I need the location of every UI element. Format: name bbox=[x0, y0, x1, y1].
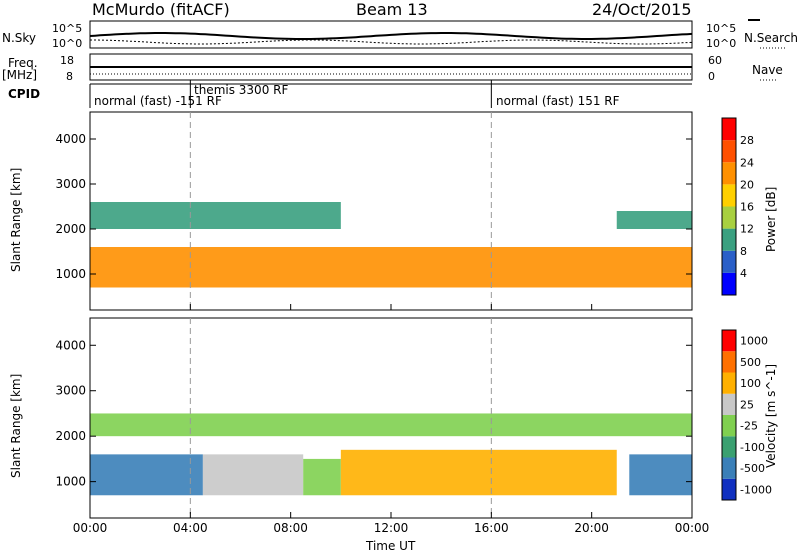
velocity-ytick-label-2: 2000 bbox=[55, 429, 86, 443]
velocity-colorbar-cell-3 bbox=[722, 436, 736, 458]
power-band-1 bbox=[90, 247, 692, 288]
velocity-colorbar-tick-6: -100 bbox=[740, 441, 765, 454]
velocity-colorbar-cell-2 bbox=[722, 457, 736, 479]
station-title: McMurdo (fitACF) bbox=[92, 0, 230, 19]
power-colorbar-cell-8 bbox=[722, 118, 736, 141]
power-colorbar-tick-5: 20 bbox=[740, 178, 754, 191]
power-ytick-label-3: 3000 bbox=[55, 177, 86, 191]
nave-tick-low: 0 bbox=[708, 70, 715, 83]
power-colorbar-tick-7: 28 bbox=[740, 134, 754, 147]
power-ytick-label-4: 4000 bbox=[55, 132, 86, 146]
x-tick-label-2: 04:00 bbox=[173, 521, 208, 535]
velocity-band-2 bbox=[202, 454, 304, 496]
velocity-colorbar-tick-1: 1000 bbox=[740, 335, 768, 348]
power-colorbar-tick-2: 8 bbox=[740, 245, 747, 258]
freq-tick-low: 8 bbox=[66, 70, 73, 83]
freq-label: Freq. bbox=[8, 56, 38, 70]
velocity-ytick-label-3: 3000 bbox=[55, 384, 86, 398]
cpid-label: CPID bbox=[8, 87, 41, 101]
power-band-2 bbox=[90, 202, 341, 229]
velocity-colorbar-tick-5: -25 bbox=[740, 420, 758, 433]
x-tick-label-7: 00:00 bbox=[675, 521, 710, 535]
nsky-tick-low: 10^0 bbox=[52, 37, 83, 50]
power-band-3 bbox=[616, 211, 692, 229]
velocity-colorbar-tick-8: -1000 bbox=[740, 483, 772, 496]
velocity-band-6 bbox=[90, 413, 692, 437]
power-colorbar-tick-6: 24 bbox=[740, 156, 754, 169]
power-colorbar-cell-5 bbox=[722, 184, 736, 207]
power-colorbar-cell-1 bbox=[722, 272, 736, 295]
power-colorbar-cell-2 bbox=[722, 250, 736, 273]
nsky-tick-high: 10^5 bbox=[52, 22, 83, 35]
velocity-colorbar-tick-2: 500 bbox=[740, 356, 761, 369]
freq-tick-high: 18 bbox=[60, 54, 74, 67]
cpid-segment-3: normal (fast) 151 RF bbox=[496, 94, 620, 108]
power-colorbar-tick-3: 12 bbox=[740, 223, 754, 236]
velocity-colorbar-tick-7: -500 bbox=[740, 462, 765, 475]
nsearch-label: N.Search bbox=[744, 31, 799, 45]
velocity-colorbar-cell-6 bbox=[722, 372, 736, 394]
velocity-band-3 bbox=[303, 458, 341, 496]
power-colorbar-tick-4: 16 bbox=[740, 201, 754, 214]
velocity-colorbar-tick-4: 25 bbox=[740, 398, 754, 411]
velocity-colorbar-tick-3: 100 bbox=[740, 377, 761, 390]
nave-tick-high: 60 bbox=[708, 54, 722, 67]
nsky-label: N.Sky bbox=[2, 31, 37, 45]
velocity-colorbar-cell-7 bbox=[722, 351, 736, 373]
power-ytick-label-2: 2000 bbox=[55, 222, 86, 236]
velocity-colorbar-cell-1 bbox=[722, 478, 736, 500]
freq-unit: [MHz] bbox=[2, 68, 38, 82]
velocity-colorbar-cell-8 bbox=[722, 330, 736, 352]
nsky-line bbox=[89, 32, 693, 40]
velocity-band-5 bbox=[629, 454, 692, 496]
x-tick-label-4: 12:00 bbox=[374, 521, 409, 535]
x-tick-label-6: 20:00 bbox=[574, 521, 609, 535]
x-axis-label: Time UT bbox=[366, 539, 416, 553]
power-colorbar-cell-6 bbox=[722, 162, 736, 185]
beam-title: Beam 13 bbox=[356, 0, 428, 19]
cpid-segment-2: themis 3300 RF bbox=[194, 83, 289, 97]
power-plot bbox=[90, 202, 692, 288]
velocity-colorbar-cell-5 bbox=[722, 393, 736, 415]
power-colorbar-cell-7 bbox=[722, 140, 736, 163]
nsearch-tick-high: 10^5 bbox=[706, 22, 737, 35]
x-tick-label-5: 16:00 bbox=[474, 521, 509, 535]
power-colorbar-tick-1: 4 bbox=[740, 267, 747, 280]
velocity-band-4 bbox=[340, 449, 617, 496]
power-colorbar-cell-3 bbox=[722, 228, 736, 251]
velocity-ytick-label-1: 1000 bbox=[55, 475, 86, 489]
power-colorbar-cell-4 bbox=[722, 206, 736, 229]
velocity-colorbar-frame bbox=[721, 329, 737, 501]
nsearch-line bbox=[90, 39, 693, 45]
power-ytick-label-1: 1000 bbox=[55, 267, 86, 281]
power-colorbar-frame bbox=[721, 117, 737, 296]
date-title: 24/Oct/2015 bbox=[592, 0, 692, 19]
nave-label: Nave bbox=[752, 63, 783, 77]
velocity-plot bbox=[90, 413, 692, 496]
nsearch-tick-low: 10^0 bbox=[706, 37, 737, 50]
velocity-colorbar-cell-4 bbox=[722, 415, 736, 437]
x-tick-label-1: 00:00 bbox=[73, 521, 108, 535]
velocity-band-1 bbox=[90, 454, 203, 496]
x-tick-label-3: 08:00 bbox=[273, 521, 308, 535]
velocity-ytick-label-4: 4000 bbox=[55, 338, 86, 352]
